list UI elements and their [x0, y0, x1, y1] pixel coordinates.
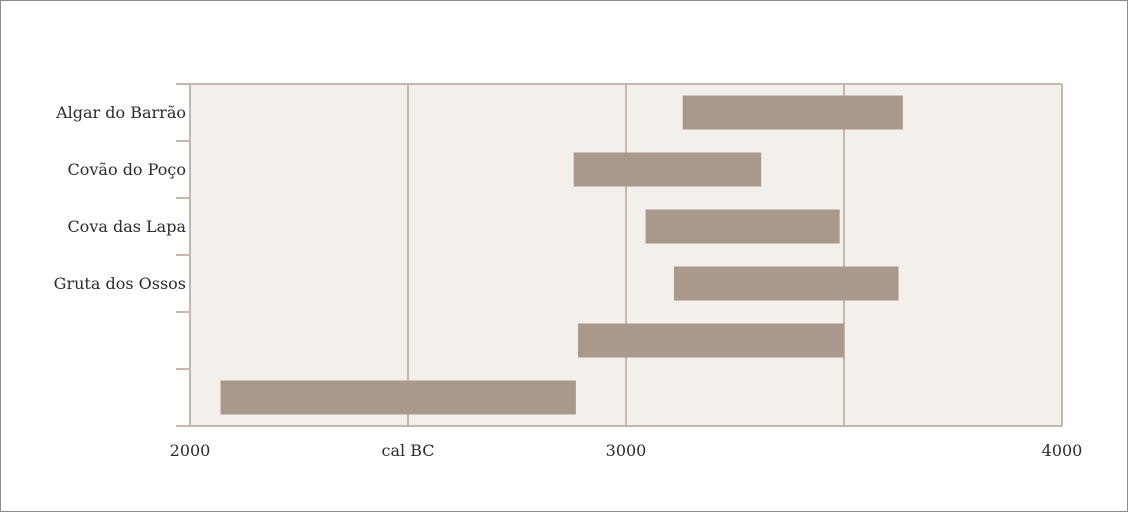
x-tick-label-3: 4000	[1042, 441, 1083, 460]
category-labels: Algar do Barrão Covão do Poço Cova das Lap…	[54, 103, 187, 293]
x-tick-labels: 2000 cal BC 3000 4000	[170, 441, 1083, 460]
category-label-1: Covão do Poço	[68, 160, 186, 179]
bars	[220, 95, 903, 415]
category-label-3: Gruta dos Ossos	[54, 274, 186, 293]
range-bar-4	[578, 323, 844, 358]
range-bar-2	[645, 209, 840, 244]
x-tick-label-2: 3000	[606, 441, 647, 460]
x-tick-label-1: cal BC	[382, 441, 435, 460]
category-label-0: Algar do Barrão	[55, 103, 186, 122]
range-bar-0	[682, 95, 903, 130]
category-label-2: Cova das Lapa	[67, 217, 186, 236]
range-bar-3	[673, 266, 899, 301]
gridlines	[407, 84, 845, 426]
range-bar-5	[220, 380, 576, 415]
axes	[176, 83, 1063, 427]
x-tick-label-0: 2000	[170, 441, 211, 460]
range-bar-1	[573, 152, 762, 187]
